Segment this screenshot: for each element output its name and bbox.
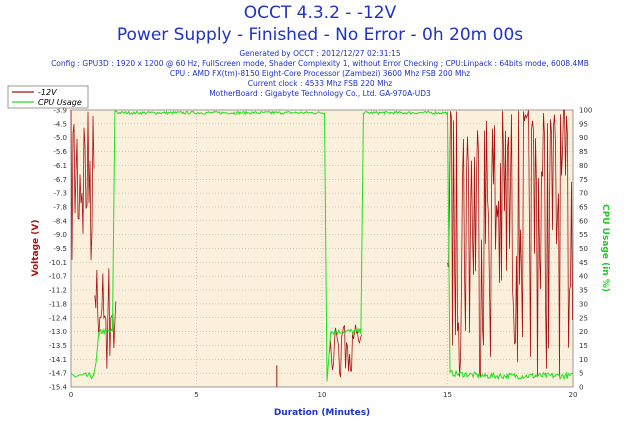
x-axis-label: Duration (Minutes) <box>274 408 370 418</box>
info-line-generated: Generated by OCCT : 2012/12/27 02:31:15 <box>239 49 401 58</box>
y-left-tick-label: -13.0 <box>49 328 67 336</box>
y-right-tick-label: 5 <box>579 370 583 378</box>
y-left-tick-label: -7.8 <box>53 203 67 211</box>
y-left-tick-label: -3.9 <box>53 107 67 115</box>
y-right-tick-label: 50 <box>579 245 588 253</box>
y-right-tick-label: 70 <box>579 190 588 198</box>
y-right-tick-label: 55 <box>579 231 588 239</box>
series-layer <box>70 109 574 387</box>
y-right-tick-label: 65 <box>579 203 588 211</box>
x-tick-label: 5 <box>194 391 198 399</box>
y-left-tick-label: -4.5 <box>53 120 67 128</box>
y-right-tick-label: 0 <box>579 384 583 392</box>
y-right-tick-label: 10 <box>579 356 588 364</box>
y-left-tick-label: -14.1 <box>49 356 67 364</box>
y-left-tick-label: -6.7 <box>53 176 67 184</box>
y-axis-right-label: CPU Usage (in %) <box>600 204 610 292</box>
y-left-tick-label: -11.8 <box>49 300 67 308</box>
y-right-tick-label: 30 <box>579 300 588 308</box>
info-line-clock: Current clock : 4533 Mhz FSB 220 Mhz <box>247 79 393 88</box>
y-right-tick-label: 20 <box>579 328 588 336</box>
y-left-tick-label: -5.6 <box>53 148 67 156</box>
info-line-cpu: CPU : AMD FX(tm)-8150 Eight-Core Process… <box>169 69 471 78</box>
x-axis-tick-labels: 0 5 10 15 20 <box>69 391 578 399</box>
series-line-voltage <box>70 109 573 378</box>
y-left-tick-label: -6.1 <box>53 162 67 170</box>
y-right-tick-label: 45 <box>579 259 588 267</box>
y-right-tick-label: 15 <box>579 342 588 350</box>
info-line-motherboard: MotherBoard : Gigabyte Technology Co., L… <box>209 89 431 98</box>
y-right-tick-label: 60 <box>579 217 588 225</box>
y-right-tick-label: 35 <box>579 287 588 295</box>
y-left-tick-label: -8.4 <box>53 217 67 225</box>
y-axis-left-tick-labels: -3.9 -4.5 -5.0 -5.6 -6.1 -6.7 -7.3 -7.8 -8.4 -9.0… <box>49 107 68 392</box>
y-right-tick-label: 85 <box>579 148 588 156</box>
x-tick-label: 10 <box>318 391 327 399</box>
y-left-tick-label: -14.7 <box>49 370 67 378</box>
gridlines <box>71 110 573 387</box>
x-tick-label: 15 <box>443 391 452 399</box>
chart-subtitle: Power Supply - Finished - No Error - 0h … <box>116 25 524 45</box>
y-left-tick-label: -9.5 <box>53 245 67 253</box>
y-left-tick-label: -10.7 <box>49 273 67 281</box>
y-axis-left-label: Voltage (V) <box>31 220 41 277</box>
series-line-cpu-usage <box>70 109 574 382</box>
legend: -12V CPU Usage <box>7 85 89 109</box>
y-right-tick-label: 25 <box>579 314 588 322</box>
y-left-tick-label: -15.4 <box>49 384 68 392</box>
y-right-tick-label: 95 <box>579 120 588 128</box>
y-left-tick-label: -12.4 <box>49 314 68 322</box>
y-left-tick-label: -9.0 <box>53 231 67 239</box>
y-left-tick-label: -10.1 <box>49 259 67 267</box>
y-right-tick-label: 40 <box>579 273 588 281</box>
y-right-tick-label: 80 <box>579 162 588 170</box>
legend-label-voltage: -12V <box>38 88 57 97</box>
y-left-tick-label: -11.2 <box>49 287 67 295</box>
y-right-tick-label: 75 <box>579 176 588 184</box>
x-tick-label: 20 <box>569 391 578 399</box>
chart-title: OCCT 4.3.2 - -12V <box>243 3 397 23</box>
y-right-tick-label: 90 <box>579 134 588 142</box>
y-right-tick-label: 100 <box>579 107 592 115</box>
x-tick-label: 0 <box>69 391 73 399</box>
y-left-tick-label: -7.3 <box>53 190 67 198</box>
legend-label-cpu-usage: CPU Usage <box>38 98 82 107</box>
y-axis-right-tick-labels: 1009590858075706560555045403530252015105… <box>579 107 592 392</box>
y-left-tick-label: -5.0 <box>53 134 67 142</box>
y-left-tick-label: -13.5 <box>49 342 67 350</box>
info-line-config: Config : GPU3D : 1920 x 1200 @ 60 Hz, Fu… <box>51 59 589 68</box>
